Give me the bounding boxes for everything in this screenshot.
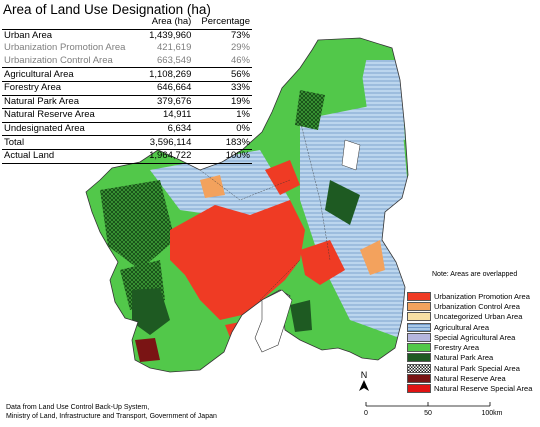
north-label: N bbox=[361, 370, 368, 380]
row-percentage: 1% bbox=[193, 108, 252, 123]
row-name: Natural Reserve Area bbox=[2, 108, 142, 123]
row-area: 421,619 bbox=[157, 42, 192, 54]
legend-label: Natural Park Special Area bbox=[434, 363, 520, 373]
legend-swatch bbox=[407, 291, 431, 301]
row-name: Undesignated Area bbox=[2, 121, 142, 136]
land-use-table: Area (ha) Percentage Urban Area 1,439,96… bbox=[2, 16, 252, 164]
row-area: 6,634 bbox=[141, 121, 194, 136]
legend-swatch bbox=[407, 322, 431, 332]
table-row: Urbanization Control Area 663,549 46% bbox=[2, 55, 252, 68]
row-name: Agricultural Area bbox=[2, 67, 142, 82]
row-area: 1,964,722 bbox=[141, 148, 194, 164]
scale-tick-50: 50 bbox=[424, 410, 432, 417]
row-area: 646,664 bbox=[141, 80, 194, 96]
legend-label: Agricultural Area bbox=[434, 322, 490, 332]
row-name: Urbanization Control Area bbox=[4, 55, 113, 67]
table-row: Natural Park Area 379,676 19% bbox=[2, 94, 252, 109]
map-legend: Urbanization Promotion Area Urbanization… bbox=[407, 291, 532, 394]
legend-item: Uncategorized Urban Area bbox=[407, 312, 532, 322]
row-name: Forestry Area bbox=[2, 80, 142, 96]
table-row: Agricultural Area 1,108,269 56% bbox=[2, 67, 252, 82]
row-name: Actual Land bbox=[2, 148, 142, 164]
legend-label: Urbanization Promotion Area bbox=[434, 291, 530, 301]
map-title: Area of Land Use Designation (ha) bbox=[3, 2, 211, 17]
row-name: Urban Area bbox=[4, 29, 53, 41]
source-line: Data from Land Use Control Back-Up Syste… bbox=[6, 404, 150, 411]
legend-label: Uncategorized Urban Area bbox=[434, 312, 523, 322]
legend-swatch bbox=[407, 343, 431, 353]
scale-tick-0: 0 bbox=[364, 410, 368, 417]
row-area: 663,549 bbox=[157, 55, 192, 67]
header-blank bbox=[2, 16, 142, 30]
table-row: Natural Reserve Area 14,911 1% bbox=[2, 108, 252, 123]
legend-item: Natural Park Special Area bbox=[407, 363, 532, 373]
legend-swatch bbox=[407, 332, 431, 342]
legend-label: Natural Reserve Special Area bbox=[434, 384, 533, 394]
table-row: Urban Area 1,439,960 73% bbox=[2, 29, 252, 42]
row-percentage: 56% bbox=[193, 67, 252, 82]
table-row: Urbanization Promotion Area 421,619 29% bbox=[2, 42, 252, 55]
legend-item: Natural Reserve Area bbox=[407, 373, 532, 384]
row-percentage: 29% bbox=[230, 42, 250, 54]
table-row: Forestry Area 646,664 33% bbox=[2, 80, 252, 96]
row-percentage: 0% bbox=[193, 121, 252, 136]
legend-item: Urbanization Promotion Area bbox=[407, 291, 532, 301]
legend-label: Natural Park Area bbox=[434, 353, 494, 363]
row-area: 379,676 bbox=[141, 94, 194, 109]
legend-swatch bbox=[407, 374, 431, 384]
row-name: Urbanization Promotion Area bbox=[4, 42, 126, 54]
table-row-actual-land: Actual Land 1,964,722 100% bbox=[2, 148, 252, 164]
table-header-row: Area (ha) Percentage bbox=[2, 16, 252, 30]
legend-label: Natural Reserve Area bbox=[434, 374, 506, 384]
legend-item: Special Agricultural Area bbox=[407, 332, 532, 342]
legend-swatch bbox=[407, 353, 431, 363]
row-percentage: 100% bbox=[193, 148, 252, 164]
legend-item: Natural Reserve Special Area bbox=[407, 384, 532, 394]
legend-item: Agricultural Area bbox=[407, 322, 532, 332]
row-name: Total bbox=[2, 135, 142, 150]
row-name: Natural Park Area bbox=[2, 94, 142, 109]
row-percentage: 33% bbox=[193, 80, 252, 96]
row-percentage: 46% bbox=[230, 55, 250, 67]
north-arrow-icon: N bbox=[359, 370, 369, 391]
table-row-total: Total 3,596,114 183% bbox=[2, 135, 252, 150]
legend-item: Natural Park Area bbox=[407, 353, 532, 363]
legend-swatch bbox=[407, 312, 431, 322]
legend-swatch bbox=[407, 384, 431, 394]
source-line: Ministry of Land, Infrastructure and Tra… bbox=[6, 413, 217, 420]
legend-item: Urbanization Control Area bbox=[407, 301, 532, 311]
scale-tick-100km: 100km bbox=[481, 410, 502, 417]
legend-label: Forestry Area bbox=[434, 343, 480, 353]
scale-bar-graphic: 0 50 100km bbox=[364, 402, 503, 417]
legend-swatch bbox=[407, 363, 431, 373]
scale-bar: 0 50 100km bbox=[360, 400, 538, 422]
legend-label: Urbanization Control Area bbox=[434, 301, 520, 311]
legend-swatch bbox=[407, 301, 431, 311]
legend-label: Special Agricultural Area bbox=[434, 332, 516, 342]
row-percentage: 183% bbox=[193, 135, 252, 150]
row-percentage: 19% bbox=[193, 94, 252, 109]
row-area: 14,911 bbox=[141, 108, 194, 123]
row-percentage: 73% bbox=[230, 29, 250, 41]
row-area: 3,596,114 bbox=[141, 135, 194, 150]
row-area: 1,439,960 bbox=[149, 29, 192, 41]
legend-item: Forestry Area bbox=[407, 342, 532, 353]
table-row: Undesignated Area 6,634 0% bbox=[2, 121, 252, 136]
row-area: 1,108,269 bbox=[141, 67, 194, 82]
data-source: Data from Land Use Control Back-Up Syste… bbox=[6, 403, 217, 421]
header-percentage: Percentage bbox=[193, 16, 252, 30]
header-area: Area (ha) bbox=[141, 16, 194, 30]
overlap-note: Note: Areas are overlapped bbox=[432, 271, 518, 278]
